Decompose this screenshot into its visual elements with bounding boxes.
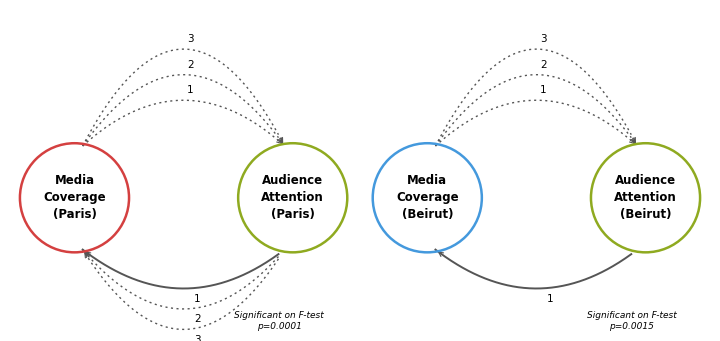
Text: 2: 2 (194, 314, 201, 324)
Text: Significant on F-test
p=0.0001: Significant on F-test p=0.0001 (234, 311, 324, 331)
Text: 3: 3 (540, 34, 546, 44)
Text: 1: 1 (187, 85, 194, 95)
Text: 1: 1 (194, 294, 201, 303)
Text: Audience
Attention
(Beirut): Audience Attention (Beirut) (614, 174, 677, 221)
Text: 2: 2 (187, 60, 194, 70)
Text: 3: 3 (194, 335, 201, 341)
Text: 2: 2 (540, 60, 546, 70)
Text: Media
Coverage
(Paris): Media Coverage (Paris) (43, 174, 106, 221)
Text: 1: 1 (540, 85, 546, 95)
Text: Audience
Attention
(Paris): Audience Attention (Paris) (261, 174, 324, 221)
Text: Media
Coverage
(Beirut): Media Coverage (Beirut) (396, 174, 459, 221)
Text: 3: 3 (187, 34, 194, 44)
Text: 1: 1 (546, 294, 554, 303)
Text: Significant on F-test
p=0.0015: Significant on F-test p=0.0015 (587, 311, 677, 331)
